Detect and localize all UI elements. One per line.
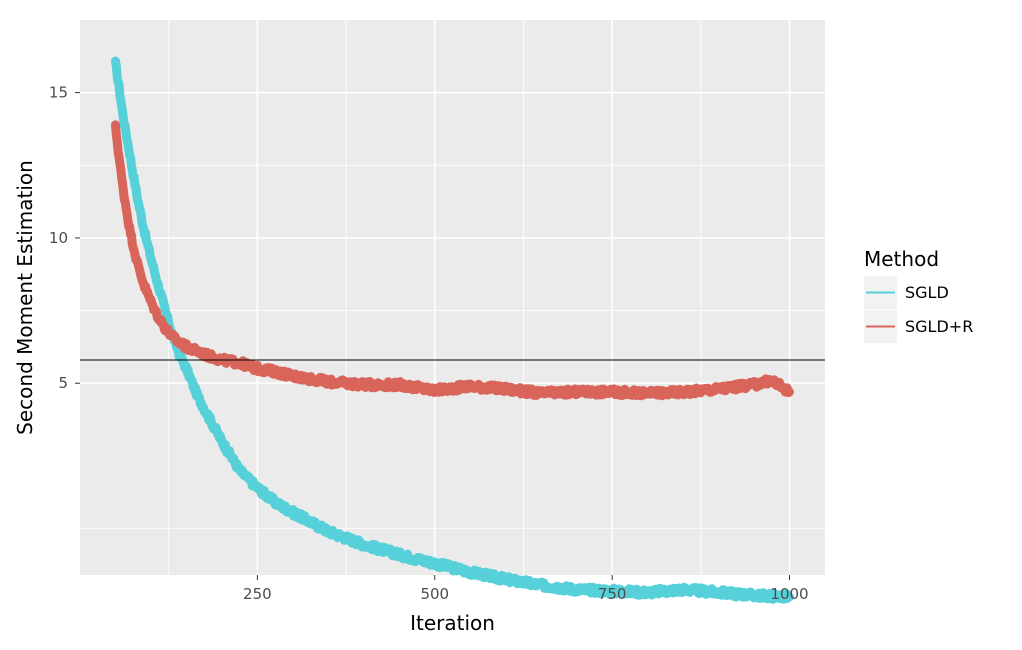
x-tick-label: 500 [420, 585, 449, 603]
series-line-sgld [111, 56, 794, 604]
plot-panel [80, 20, 825, 575]
series-layer [111, 56, 794, 604]
legend-items: SGLD SGLD+R [864, 276, 973, 343]
y-tick-label: 10 [49, 229, 68, 247]
x-axis: 250 500 750 1000 [243, 575, 809, 603]
x-axis-title: Iteration [410, 611, 495, 635]
x-tick-label: 1000 [770, 585, 808, 603]
major-gridlines [80, 20, 825, 575]
y-axis-title: Second Moment Estimation [13, 160, 37, 435]
minor-gridlines [80, 20, 825, 575]
y-axis: 5 10 15 [49, 84, 80, 392]
y-tick-label: 15 [49, 84, 68, 102]
series-line-sgld-r [111, 120, 794, 401]
y-tick-label: 5 [58, 374, 68, 392]
x-tick-label: 250 [243, 585, 272, 603]
legend: Method SGLD SGLD+R [864, 247, 973, 343]
legend-label: SGLD+R [905, 317, 973, 336]
legend-title: Method [864, 247, 939, 271]
legend-label: SGLD [905, 283, 949, 302]
x-tick-label: 750 [598, 585, 627, 603]
